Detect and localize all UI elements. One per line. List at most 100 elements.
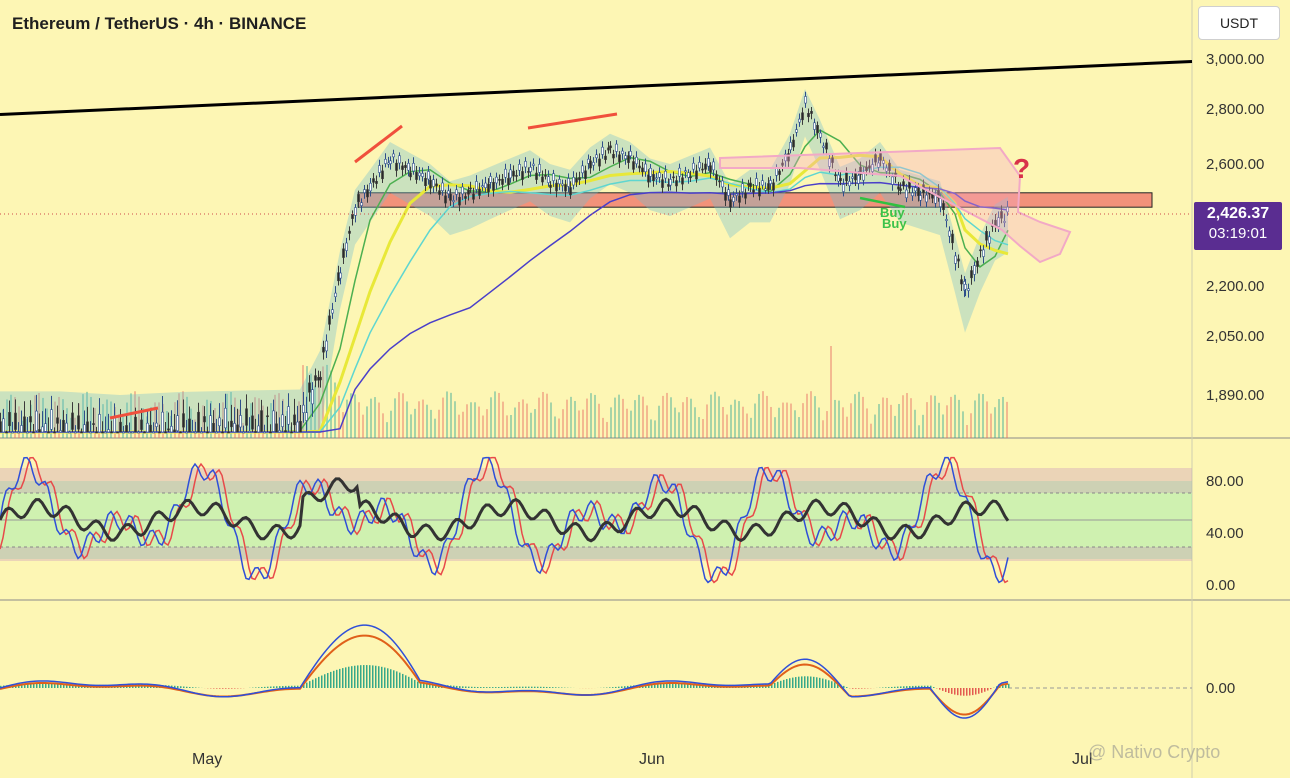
macd-histogram-bar bbox=[537, 686, 539, 688]
candle-body bbox=[407, 163, 410, 171]
candle-body bbox=[314, 375, 317, 381]
candle-body bbox=[792, 139, 795, 148]
volume-bar bbox=[110, 401, 112, 438]
candle-body bbox=[92, 423, 95, 425]
candle-body bbox=[997, 217, 1000, 227]
volume-bar bbox=[418, 401, 420, 438]
candle-body bbox=[515, 175, 518, 177]
candle-body bbox=[615, 143, 618, 152]
volume-bar bbox=[202, 405, 204, 438]
macd-histogram-bar bbox=[978, 688, 980, 694]
macd-histogram-bar bbox=[369, 665, 371, 688]
volume-bar bbox=[310, 373, 312, 438]
volume-bar bbox=[466, 404, 468, 438]
candle-body bbox=[29, 416, 32, 423]
candle-body bbox=[507, 178, 510, 186]
macd-histogram-bar bbox=[921, 685, 923, 688]
volume-bar bbox=[526, 403, 528, 438]
volume-bar bbox=[570, 396, 572, 438]
volume-bar bbox=[830, 346, 832, 438]
volume-bar bbox=[446, 391, 448, 438]
volume-bar bbox=[458, 414, 460, 438]
volume-bar bbox=[938, 402, 940, 438]
volume-bar bbox=[886, 397, 888, 438]
candle-body bbox=[529, 166, 532, 172]
candle-body bbox=[595, 154, 598, 159]
candle-body bbox=[589, 160, 592, 169]
candle-body bbox=[287, 406, 290, 425]
macd-histogram-bar bbox=[270, 686, 272, 688]
candle-body bbox=[687, 172, 690, 178]
volume-bar bbox=[646, 405, 648, 438]
macd-histogram-bar bbox=[324, 674, 326, 688]
candle-body bbox=[68, 431, 71, 434]
macd-histogram-bar bbox=[345, 667, 347, 688]
candle-body bbox=[964, 284, 967, 290]
volume-bar bbox=[954, 394, 956, 438]
macd-histogram-bar bbox=[291, 685, 293, 688]
candle-body bbox=[769, 180, 772, 184]
volume-bar bbox=[254, 397, 256, 438]
candle-body bbox=[578, 177, 581, 181]
macd-histogram-bar bbox=[318, 676, 320, 688]
volume-bar bbox=[558, 418, 560, 438]
volume-bar bbox=[742, 406, 744, 438]
macd-histogram-bar bbox=[801, 676, 803, 688]
macd-histogram-bar bbox=[828, 680, 830, 688]
candle-body bbox=[95, 431, 98, 434]
macd-histogram-bar bbox=[420, 683, 422, 688]
macd-signal-line bbox=[0, 634, 1009, 716]
volume-bar bbox=[850, 403, 852, 438]
macd-histogram-bar bbox=[381, 666, 383, 688]
time-axis-label: Jun bbox=[639, 751, 665, 768]
volume-bar bbox=[490, 397, 492, 438]
volume-bar bbox=[930, 395, 932, 438]
macd-histogram-bar bbox=[612, 687, 614, 688]
candle-body bbox=[284, 430, 287, 433]
candle-body bbox=[263, 431, 266, 434]
candle-body bbox=[772, 182, 775, 191]
price-axis-label: 2,600.00 bbox=[1206, 156, 1264, 173]
candle-body bbox=[549, 184, 552, 188]
macd-histogram-bar bbox=[432, 684, 434, 688]
volume-bar bbox=[406, 401, 408, 438]
candle-body bbox=[472, 193, 475, 200]
candle-body bbox=[584, 170, 587, 179]
candle-body bbox=[842, 184, 845, 192]
volume-bar bbox=[486, 409, 488, 438]
macd-histogram-bar bbox=[816, 677, 818, 688]
candle-body bbox=[752, 189, 755, 193]
macd-histogram-bar bbox=[843, 685, 845, 688]
volume-bar bbox=[394, 398, 396, 438]
macd-histogram-bar bbox=[417, 681, 419, 688]
candle-body bbox=[621, 150, 624, 155]
currency-selector-button[interactable]: USDT bbox=[1198, 6, 1280, 40]
macd-histogram-bar bbox=[456, 685, 458, 688]
volume-bar bbox=[898, 403, 900, 438]
candle-body bbox=[224, 407, 227, 429]
volume-bar bbox=[426, 404, 428, 438]
volume-bar bbox=[386, 422, 388, 438]
macd-histogram-bar bbox=[195, 687, 197, 688]
candle-body bbox=[432, 179, 435, 187]
candle-body bbox=[200, 431, 203, 434]
macd-histogram-bar bbox=[234, 688, 236, 689]
candle-body bbox=[592, 162, 595, 166]
candle-body bbox=[212, 423, 215, 433]
candle-body bbox=[942, 203, 945, 211]
candle-body bbox=[715, 174, 718, 180]
volume-bar bbox=[102, 404, 104, 438]
volume-bar bbox=[802, 403, 804, 438]
candle-body bbox=[89, 431, 92, 434]
macd-histogram-bar bbox=[216, 688, 218, 689]
volume-bar bbox=[278, 393, 280, 438]
macd-histogram-bar bbox=[384, 667, 386, 688]
candle-body bbox=[957, 258, 960, 262]
macd-histogram-bar bbox=[624, 686, 626, 688]
volume-bar bbox=[378, 402, 380, 438]
macd-histogram-bar bbox=[900, 686, 902, 688]
macd-histogram-bar bbox=[951, 688, 953, 694]
macd-histogram-bar bbox=[390, 669, 392, 688]
volume-bar bbox=[878, 404, 880, 438]
